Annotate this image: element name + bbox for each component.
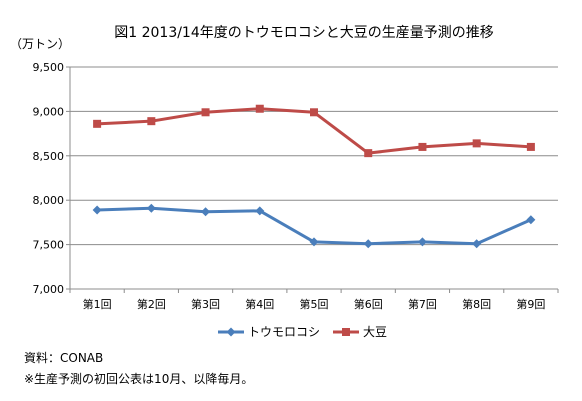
x-tick-label: 第2回 xyxy=(137,297,166,311)
legend-label: トウモロコシ xyxy=(248,325,320,339)
data-point xyxy=(310,108,318,117)
y-tick-label: 7,000 xyxy=(33,283,65,296)
data-point xyxy=(255,104,264,113)
data-point xyxy=(93,119,102,128)
data-point xyxy=(309,237,319,247)
data-point xyxy=(146,203,156,213)
y-tick-labels: 7,000 7,500 8,000 8,500 9,000 9,500 xyxy=(33,61,65,296)
y-axis-unit-label: （万トン） xyxy=(10,37,70,51)
legend: トウモロコシ 大豆 xyxy=(218,325,387,339)
data-point xyxy=(472,239,482,249)
x-tick-label: 第1回 xyxy=(83,297,112,311)
data-point xyxy=(92,205,102,215)
series-group xyxy=(92,104,536,249)
axes xyxy=(69,67,559,293)
y-tick-label: 8,000 xyxy=(33,194,65,207)
x-tick-label: 第6回 xyxy=(354,297,383,311)
data-point xyxy=(526,142,535,151)
y-tick-label: 7,500 xyxy=(33,239,65,252)
data-point xyxy=(526,215,536,225)
x-tick-label: 第8回 xyxy=(462,297,491,311)
data-point xyxy=(418,142,427,151)
source-note: 資料：CONAB xyxy=(24,351,104,365)
grid-lines xyxy=(66,66,558,290)
data-point xyxy=(417,237,427,247)
footnote: ※生産予測の初回公表は10月、以降毎月。 xyxy=(24,372,254,386)
data-point xyxy=(364,149,373,158)
y-tick-label: 9,500 xyxy=(33,61,65,74)
x-tick-label: 第3回 xyxy=(191,297,220,311)
chart-title: 図1 2013/14年度のトウモロコシと大豆の生産量予測の推移 xyxy=(114,25,494,41)
legend-label: 大豆 xyxy=(363,325,387,339)
data-point xyxy=(201,108,210,117)
y-tick-label: 9,000 xyxy=(33,105,65,118)
data-point xyxy=(363,239,373,249)
data-point xyxy=(255,206,265,216)
data-point xyxy=(472,139,481,148)
y-tick-label: 8,500 xyxy=(33,150,65,163)
x-tick-label: 第5回 xyxy=(300,297,329,311)
legend-marker xyxy=(226,327,236,337)
x-tick-label: 第9回 xyxy=(516,297,545,311)
series-2 xyxy=(93,104,535,158)
data-point xyxy=(147,117,156,126)
x-tick-label: 第7回 xyxy=(408,297,437,311)
data-point xyxy=(201,207,211,217)
x-tick-labels: 第1回 第2回 第3回 第4回 第5回 第6回 第7回 第8回 第9回 xyxy=(83,297,546,311)
x-tick-label: 第4回 xyxy=(245,297,274,311)
legend-marker xyxy=(342,328,350,336)
series-1 xyxy=(92,203,536,249)
chart: 図1 2013/14年度のトウモロコシと大豆の生産量予測の推移 （万トン） 7,… xyxy=(10,25,559,339)
